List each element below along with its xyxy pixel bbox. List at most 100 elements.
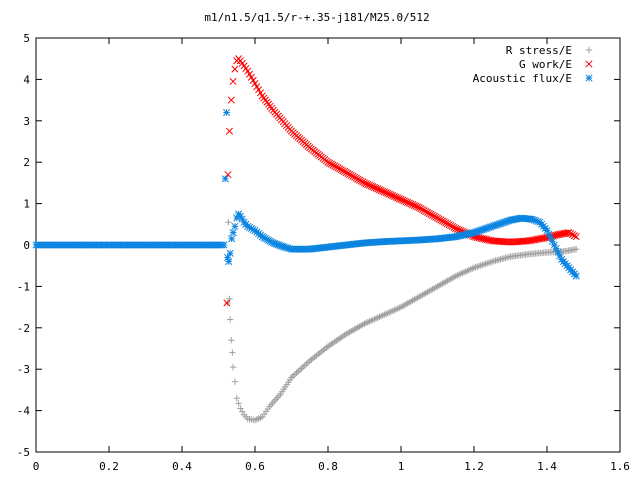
data-point: [354, 175, 362, 183]
data-point: [440, 218, 448, 226]
data-point: [422, 207, 430, 216]
data-point: [419, 206, 427, 214]
data-point: [226, 249, 234, 257]
y-tick-label: -4: [17, 405, 31, 418]
y-tick-label: -5: [17, 446, 30, 459]
x-tick-label: 1.6: [610, 460, 630, 473]
data-point: [331, 162, 339, 170]
chart-marks: [32, 55, 580, 424]
data-point: [482, 260, 489, 268]
legend-marker: [585, 60, 593, 68]
data-point: [480, 261, 488, 268]
data-point: [346, 170, 354, 178]
y-tick-label: 1: [23, 198, 30, 211]
data-point: [420, 207, 428, 215]
data-point: [423, 208, 432, 216]
series-1: [223, 55, 580, 307]
data-point: [352, 174, 360, 182]
data-point: [224, 299, 231, 307]
data-point: [223, 299, 231, 307]
data-point: [301, 362, 308, 369]
data-point: [357, 177, 365, 185]
data-point: [296, 366, 303, 374]
data-point: [222, 108, 231, 117]
data-point: [448, 223, 456, 231]
data-point: [229, 349, 236, 356]
x-tick-label: 1: [398, 460, 405, 473]
data-point: [572, 272, 580, 280]
data-point: [336, 165, 344, 173]
data-point: [227, 96, 235, 104]
legend-label: G work/E: [519, 58, 572, 71]
data-point: [568, 231, 577, 239]
data-point: [415, 204, 423, 212]
legend-label: R stress/E: [506, 44, 572, 57]
data-point: [220, 241, 228, 249]
data-point: [484, 260, 491, 267]
data-point: [428, 211, 437, 219]
y-tick-label: 2: [23, 156, 30, 169]
y-tick-label: -2: [17, 322, 30, 335]
data-point: [573, 245, 580, 253]
data-point: [231, 222, 239, 230]
data-point: [224, 171, 232, 179]
data-point: [485, 259, 493, 266]
x-tick-label: 0.2: [99, 460, 119, 473]
data-point: [477, 262, 484, 269]
data-point: [334, 164, 342, 172]
data-point: [304, 359, 312, 366]
data-point: [228, 337, 235, 344]
x-tick-label: 1.2: [464, 460, 484, 473]
data-point: [430, 212, 438, 220]
series-2: [32, 108, 580, 280]
data-point: [427, 210, 435, 218]
data-point: [437, 216, 445, 224]
data-point: [303, 360, 310, 368]
data-point: [299, 363, 307, 371]
data-point: [233, 394, 240, 402]
data-point: [344, 169, 352, 178]
y-tick-label: -1: [17, 280, 30, 293]
x-tick-label: 0: [33, 460, 40, 473]
y-tick-label: 0: [23, 239, 30, 252]
data-point: [479, 261, 486, 269]
x-tick-label: 0.8: [318, 460, 338, 473]
y-tick-label: -3: [17, 363, 30, 376]
data-point: [231, 378, 239, 385]
data-point: [341, 168, 349, 176]
data-point: [565, 229, 573, 237]
data-point: [229, 363, 237, 371]
data-point: [332, 163, 340, 171]
data-point: [414, 203, 422, 211]
data-point: [289, 372, 297, 380]
data-point: [225, 258, 233, 266]
data-point: [326, 159, 334, 167]
data-point: [572, 233, 580, 241]
data-point: [447, 222, 455, 230]
data-point: [349, 172, 357, 180]
data-point: [570, 232, 578, 240]
data-point: [425, 209, 433, 217]
y-tick-label: 4: [23, 73, 30, 86]
data-point: [226, 316, 234, 323]
legend-label: Acoustic flux/E: [473, 72, 572, 85]
data-point: [359, 178, 367, 186]
x-tick-label: 0.4: [172, 460, 192, 473]
data-point: [438, 217, 447, 225]
data-point: [337, 166, 345, 174]
data-point: [342, 168, 350, 177]
data-point: [445, 221, 453, 229]
data-point: [235, 400, 242, 407]
data-point: [417, 205, 425, 213]
data-point: [433, 214, 442, 222]
x-tick-label: 0.6: [245, 460, 265, 473]
data-point: [547, 234, 555, 242]
data-point: [432, 213, 440, 221]
y-tick-label: 3: [23, 115, 30, 128]
data-point: [221, 175, 229, 183]
y-tick-label: 5: [23, 32, 30, 45]
data-point: [355, 176, 364, 184]
data-point: [567, 230, 575, 238]
